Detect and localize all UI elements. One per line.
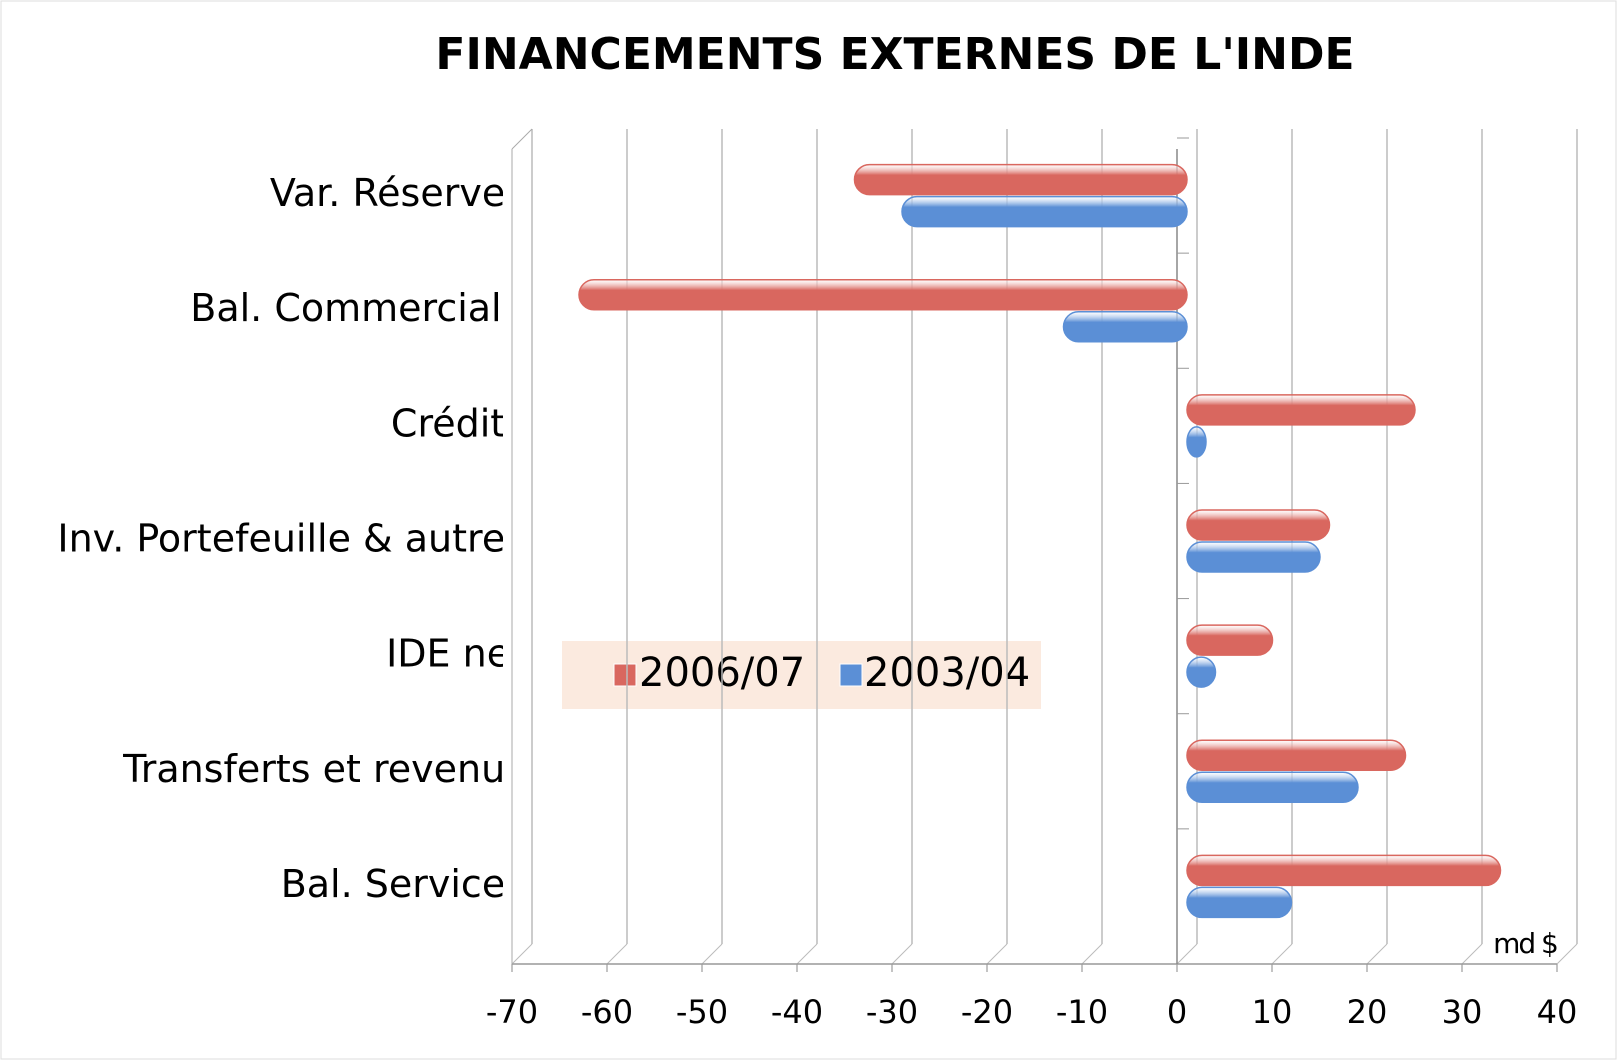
category-label: Inv. Portefeuille & autres [57,517,525,561]
x-tick-label: -10 [1056,993,1108,1031]
bar [853,163,1188,196]
x-tick-label: -30 [866,993,918,1031]
grid-depth [1366,943,1388,965]
bar [1186,886,1293,919]
category-label: Bal. Commerciale [190,286,525,330]
bar [1186,394,1416,426]
legend-label: 2003/04 [864,650,1030,696]
bar [1186,509,1331,541]
category-label: Bal. Services [281,862,525,906]
category-label: Crédits [391,401,525,445]
grid-depth [986,943,1008,965]
bar [1186,739,1407,772]
grid-depth [796,943,818,965]
x-tick-label: -40 [771,993,823,1031]
x-tick-label: 20 [1347,993,1388,1031]
bar [901,195,1188,228]
x-tick-label: 40 [1537,993,1578,1031]
bar [578,278,1188,311]
grid-depth [1176,943,1198,965]
legend-swatch [839,663,863,687]
category-label: IDE net [386,632,525,676]
grid-depth [606,943,628,965]
x-tick-label: -20 [961,993,1013,1031]
category-label: Transferts et revenus [122,747,525,791]
x-tick-label: 0 [1167,993,1187,1031]
x-tick-label: -60 [581,993,633,1031]
category-label: Var. Réserves [270,171,525,215]
legend [562,641,1041,709]
bar [1062,310,1188,343]
legend-swatch [613,663,637,687]
grid-depth [1271,943,1293,965]
x-tick-label: 10 [1252,993,1293,1031]
grid-depth [1556,943,1578,965]
category-labels: Var. Réserves Bal. Commerciale Crédits Inv.… [57,171,525,906]
grid-depth [511,943,533,965]
chart-title: FINANCEMENTS EXTERNES DE L'INDE [435,29,1354,80]
x-tick-label: -70 [486,993,538,1031]
y-axis-back [511,128,533,150]
bar [1186,771,1359,804]
unit-annotation: md $ [1493,927,1557,960]
grid-depth [701,943,723,965]
x-tick-label: -50 [676,993,728,1031]
bar [1186,854,1502,887]
bar [1186,656,1217,688]
grid-depth [1461,943,1483,965]
grid-depth [891,943,913,965]
bar [1186,426,1207,458]
x-tick-label: 30 [1442,993,1483,1031]
bar [1186,624,1274,656]
bar [1186,541,1321,573]
grid-depth [1081,943,1103,965]
